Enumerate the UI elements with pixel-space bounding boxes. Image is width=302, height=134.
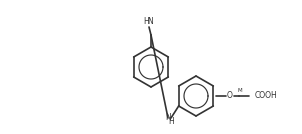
Text: O: O [227, 92, 233, 100]
Text: H: H [143, 18, 149, 27]
Text: H: H [168, 116, 174, 126]
Text: COOH: COOH [255, 92, 278, 100]
Text: M: M [238, 88, 242, 92]
Text: N: N [165, 113, 171, 122]
Text: N: N [147, 18, 153, 27]
